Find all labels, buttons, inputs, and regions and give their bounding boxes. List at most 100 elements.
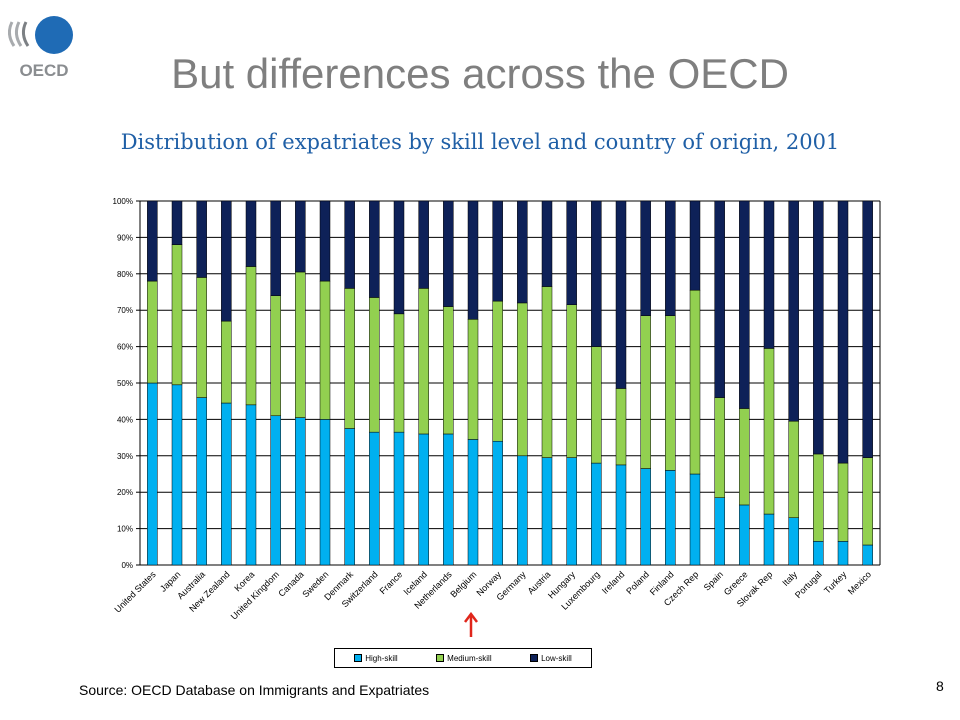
bar-medium bbox=[369, 297, 380, 433]
x-tick-label: Belgium bbox=[448, 569, 478, 599]
y-tick-label: 30% bbox=[117, 452, 133, 461]
legend-swatch-medium bbox=[436, 654, 445, 662]
stacked-bar-chart: 0% 10% 20% 30% 40% 50% 60% 70% 80% 90% 100% United… bbox=[112, 197, 881, 622]
bar-high bbox=[196, 397, 207, 566]
x-tick-label: Poland bbox=[624, 569, 651, 596]
bar-medium bbox=[196, 277, 207, 398]
y-tick-label: 0% bbox=[121, 561, 133, 570]
bar-high bbox=[295, 417, 306, 566]
bar-medium bbox=[763, 348, 775, 515]
bar-high bbox=[591, 462, 602, 566]
bar-low bbox=[788, 200, 799, 422]
bar-high bbox=[171, 384, 183, 566]
bar-low bbox=[467, 200, 479, 320]
legend-item-medium: Medium-skill bbox=[436, 654, 492, 663]
bar-low bbox=[714, 200, 725, 398]
bar-low bbox=[763, 200, 775, 349]
bar-medium bbox=[443, 306, 454, 435]
bar-low bbox=[665, 200, 676, 316]
bar-medium bbox=[837, 462, 849, 542]
bar-medium bbox=[640, 315, 651, 469]
bar-low bbox=[393, 200, 405, 315]
bar-medium bbox=[566, 304, 577, 458]
bar-medium bbox=[517, 302, 528, 457]
bar-medium bbox=[270, 295, 281, 417]
bar-high bbox=[665, 470, 676, 566]
bar-high bbox=[615, 464, 627, 566]
highlight-arrow-icon bbox=[464, 612, 478, 637]
bar-low bbox=[369, 200, 380, 298]
bar-medium bbox=[591, 346, 602, 464]
bar-medium bbox=[295, 271, 306, 418]
bar-medium bbox=[418, 288, 429, 435]
bar-low bbox=[541, 200, 553, 287]
bar-low bbox=[517, 200, 528, 304]
bar-medium bbox=[665, 315, 676, 471]
bar-high bbox=[689, 473, 701, 566]
bar-medium bbox=[467, 319, 479, 440]
bar-high bbox=[418, 433, 429, 566]
bar-high bbox=[813, 541, 824, 566]
bar-high bbox=[369, 431, 380, 566]
bar-medium bbox=[492, 300, 503, 442]
bar-low bbox=[295, 200, 306, 273]
legend-label-high: High-skill bbox=[365, 653, 398, 663]
source-note: Source: OECD Database on Immigrants and … bbox=[79, 682, 430, 698]
bar-low bbox=[344, 200, 355, 289]
bar-low bbox=[443, 200, 454, 307]
legend-item-high: High-skill bbox=[354, 653, 398, 663]
bar-low bbox=[171, 200, 183, 245]
page-number: 8 bbox=[936, 678, 944, 694]
bar-medium bbox=[171, 244, 183, 386]
legend-swatch-high bbox=[354, 654, 363, 662]
bar-high bbox=[467, 439, 479, 566]
bar-low bbox=[813, 200, 824, 455]
bar-low bbox=[615, 200, 627, 389]
logo-text: OECD bbox=[19, 61, 68, 80]
bar-medium bbox=[615, 388, 627, 466]
bar-low bbox=[319, 200, 331, 282]
x-tick-label: Turkey bbox=[822, 569, 849, 596]
bar-high bbox=[837, 541, 849, 566]
bar-high bbox=[221, 402, 232, 566]
bar-low bbox=[689, 200, 701, 291]
bar-low bbox=[739, 200, 750, 409]
bar-low bbox=[147, 200, 158, 282]
bar-high bbox=[344, 428, 355, 566]
x-tick-label: Portugal bbox=[793, 569, 824, 600]
x-tick-label: Mexico bbox=[846, 569, 873, 596]
bar-medium bbox=[221, 320, 232, 404]
bar-medium bbox=[393, 313, 405, 433]
bar-medium bbox=[862, 457, 873, 546]
bar-medium bbox=[689, 289, 701, 475]
bar-medium bbox=[813, 453, 824, 542]
chart-subtitle: Distribution of expatriates by skill lev… bbox=[120, 130, 840, 154]
bar-low bbox=[221, 200, 232, 322]
bar-low bbox=[837, 200, 849, 464]
bar-medium bbox=[788, 420, 799, 518]
legend-label-low: Low-skill bbox=[541, 653, 572, 663]
bar-high bbox=[492, 440, 503, 566]
bar-high bbox=[270, 415, 281, 566]
bar-medium bbox=[147, 280, 158, 384]
bar-low bbox=[418, 200, 429, 289]
chart-legend: High-skill Medium-skill Low-skill bbox=[334, 648, 592, 668]
y-tick-label: 10% bbox=[117, 525, 133, 534]
legend-swatch-low bbox=[530, 654, 539, 662]
bar-high bbox=[517, 455, 528, 566]
bar-high bbox=[566, 457, 577, 566]
y-tick-label: 40% bbox=[117, 415, 133, 424]
y-tick-label: 90% bbox=[117, 233, 133, 242]
bar-high bbox=[640, 468, 651, 566]
bar-high bbox=[147, 382, 158, 566]
bar-low bbox=[566, 200, 577, 305]
bar-low bbox=[492, 200, 503, 302]
bar-medium bbox=[319, 280, 331, 420]
y-tick-label: 100% bbox=[113, 197, 133, 206]
bar-medium bbox=[245, 266, 257, 406]
bar-low bbox=[270, 200, 281, 296]
bar-high bbox=[541, 457, 553, 566]
bar-high bbox=[763, 513, 775, 566]
bar-medium bbox=[714, 397, 725, 498]
bar-medium bbox=[344, 288, 355, 429]
